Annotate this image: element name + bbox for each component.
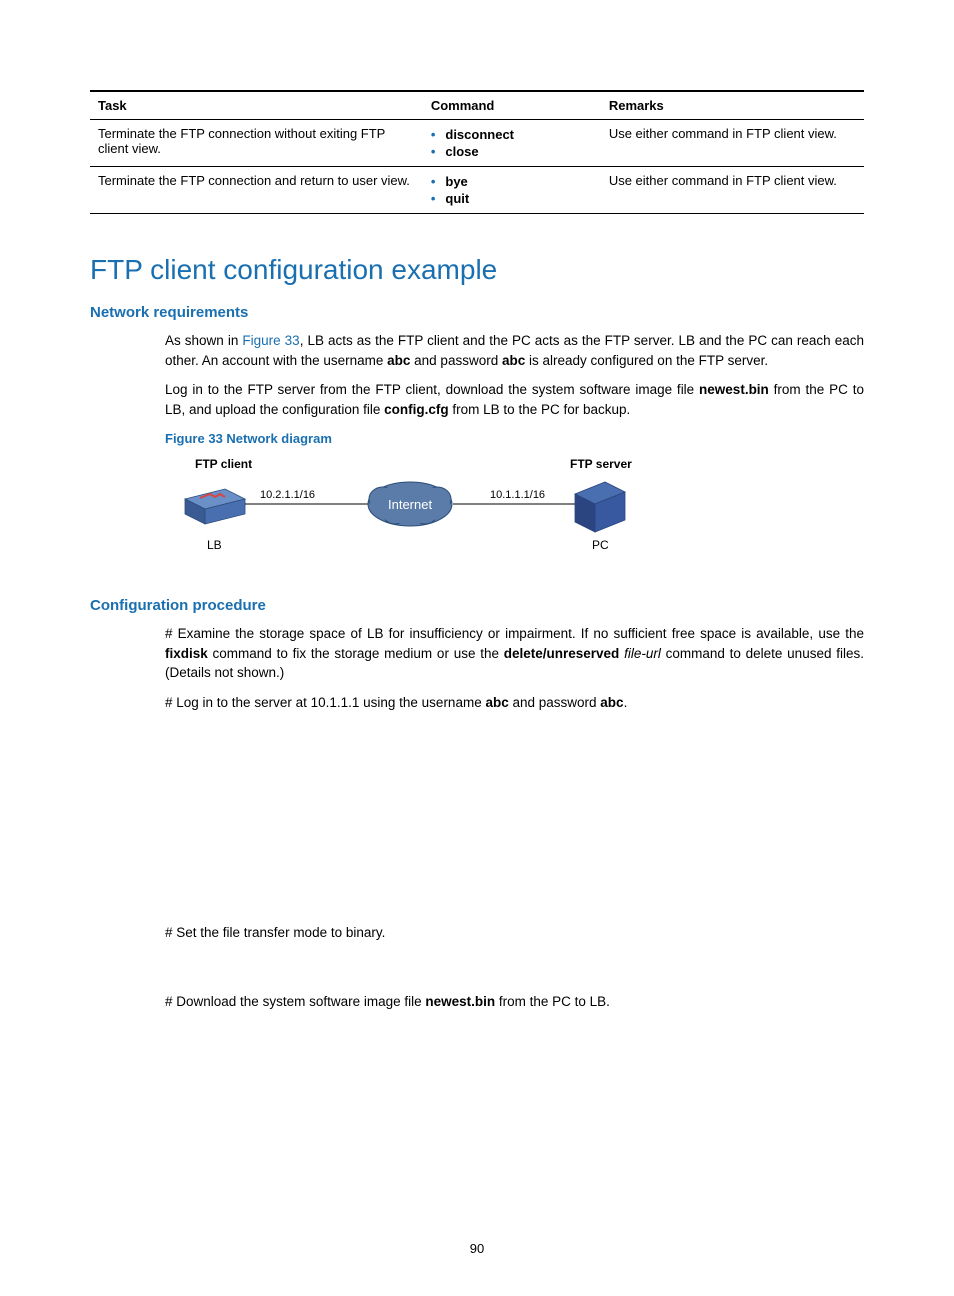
paragraph: # Log in to the server at 10.1.1.1 using… [165,693,864,713]
internet-cloud-icon: Internet [368,482,452,526]
page-number: 90 [0,1241,954,1256]
cell-task: Terminate the FTP connection and return … [90,167,423,214]
command-table: Task Command Remarks Terminate the FTP c… [90,90,864,214]
diagram-svg: FTP client FTP server LB 10.2.1.1/16 [165,454,665,564]
cell-command: bye quit [423,167,601,214]
ftp-client-label: FTP client [195,457,252,471]
ip-right: 10.1.1.1/16 [490,489,545,501]
section-configuration-procedure: Configuration procedure [90,597,864,614]
pc-server-icon [575,482,625,532]
th-command: Command [423,91,601,120]
internet-label: Internet [388,497,432,512]
table-row: Terminate the FTP connection and return … [90,167,864,214]
cell-command: disconnect close [423,120,601,167]
paragraph: Log in to the FTP server from the FTP cl… [165,380,864,419]
figure-caption: Figure 33 Network diagram [165,431,864,446]
paragraph: As shown in Figure 33, LB acts as the FT… [165,331,864,370]
page-title: FTP client configuration example [90,254,864,286]
cmd-item: close [431,143,593,160]
lb-label: LB [207,538,222,552]
cmd-item: disconnect [431,126,593,143]
cmd-item: bye [431,173,593,190]
paragraph: # Set the file transfer mode to binary. [165,923,864,943]
paragraph: # Download the system software image fil… [165,992,864,1012]
cell-task: Terminate the FTP connection without exi… [90,120,423,167]
ftp-server-label: FTP server [570,457,632,471]
ip-left: 10.2.1.1/16 [260,489,315,501]
th-remarks: Remarks [601,91,864,120]
table-row: Terminate the FTP connection without exi… [90,120,864,167]
th-task: Task [90,91,423,120]
cell-remarks: Use either command in FTP client view. [601,120,864,167]
section-network-requirements: Network requirements [90,304,864,321]
cmd-item: quit [431,190,593,207]
cell-remarks: Use either command in FTP client view. [601,167,864,214]
figure-link[interactable]: Figure 33 [242,333,299,348]
paragraph: # Examine the storage space of LB for in… [165,624,864,683]
lb-device-icon [185,489,245,524]
pc-label: PC [592,538,609,552]
network-diagram: FTP client FTP server LB 10.2.1.1/16 [165,454,864,569]
